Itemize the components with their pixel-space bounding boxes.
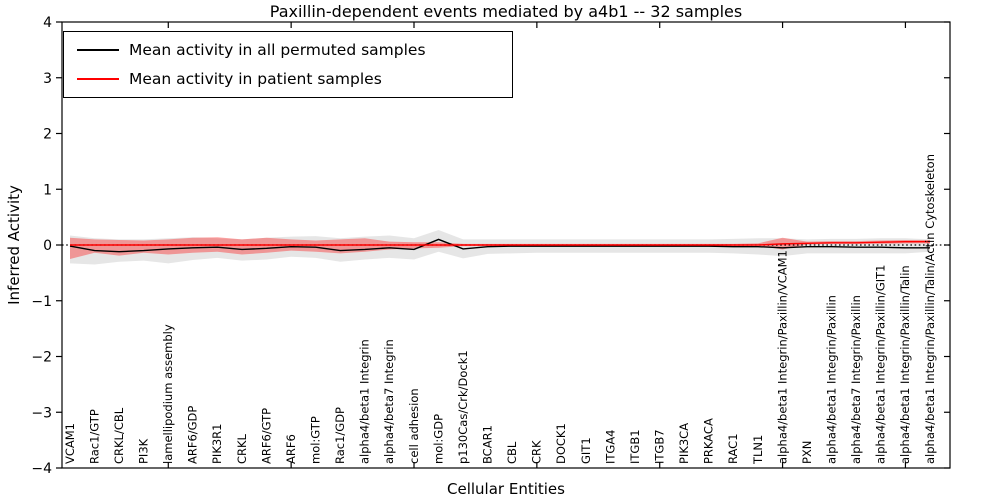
x-tick-label: p130Cas/Crk/Dock1 — [456, 350, 470, 464]
x-tick-label: PXN — [800, 441, 814, 464]
x-tick-label: VCAM1 — [63, 423, 77, 464]
x-tick-label: PI3K — [137, 438, 151, 464]
permuted-confidence-band — [70, 229, 930, 265]
x-tick-label: RAC1 — [726, 433, 740, 464]
y-tick-label: −2 — [31, 350, 52, 366]
x-tick-label: CRKL/CBL — [112, 407, 126, 464]
x-tick-label: ITGB1 — [628, 429, 642, 464]
x-tick-label: alpha4/beta1 Integrin/Paxillin/Talin — [898, 265, 912, 464]
x-tick-label: Rac1/GTP — [87, 409, 101, 464]
x-tick-label: BCAR1 — [481, 425, 495, 464]
y-tick-label: 0 — [43, 238, 52, 254]
x-tick-label: ARF6/GDP — [186, 406, 200, 464]
x-tick-label: ITGA4 — [603, 429, 617, 464]
y-tick-label: 1 — [43, 182, 52, 198]
x-tick-label: cell adhesion — [407, 388, 421, 464]
legend-item-patient: Mean activity in patient samples — [64, 65, 512, 93]
permuted-line-swatch — [77, 48, 119, 51]
x-tick-label: alpha4/beta1 Integrin/Paxillin/GIT1 — [874, 265, 888, 464]
x-tick-label: alpha4/beta7 Integrin — [382, 339, 396, 464]
x-tick-label: alpha4/beta1 Integrin/Paxillin/VCAM1 — [775, 250, 789, 464]
patient-mean-line — [70, 240, 930, 246]
legend-label-patient: Mean activity in patient samples — [129, 70, 382, 89]
x-axis-label: Cellular Entities — [447, 480, 565, 498]
permuted-mean-line — [69, 238, 930, 253]
y-tick-label: 3 — [43, 71, 52, 87]
x-tick-label: CBL — [505, 441, 519, 464]
patient-confidence-band — [70, 237, 930, 259]
x-tick-label: alpha4/beta1 Integrin/Paxillin/Talin/Act… — [923, 154, 937, 464]
x-tick-label: DOCK1 — [554, 423, 568, 464]
x-tick-label: CRKL — [235, 433, 249, 464]
x-tick-label: mol:GDP — [431, 414, 445, 464]
x-tick-label: alpha4/beta1 Integrin — [358, 339, 372, 464]
y-tick-label: 2 — [43, 127, 52, 143]
patient-line-swatch — [77, 78, 119, 81]
x-tick-label: alpha4/beta1 Integrin/Paxillin — [825, 295, 839, 464]
x-tick-label: PIK3CA — [677, 423, 691, 464]
x-tick-label: PIK3R1 — [210, 424, 224, 465]
x-tick-label: ITGB7 — [653, 429, 667, 464]
y-tick-label: −1 — [31, 294, 52, 310]
y-tick-label: −4 — [31, 461, 52, 477]
y-tick-label: −3 — [31, 405, 52, 421]
x-tick-label: CRK — [530, 440, 544, 464]
legend-item-permuted: Mean activity in all permuted samples — [64, 36, 512, 64]
x-tick-label: ARF6/GTP — [259, 408, 273, 464]
legend: Mean activity in all permuted samples Me… — [63, 31, 513, 98]
x-tick-label: mol:GTP — [309, 416, 323, 464]
x-tick-label: TLN1 — [751, 435, 765, 465]
x-tick-label: PRKACA — [702, 418, 716, 464]
x-tick-label: ARF6 — [284, 434, 298, 464]
legend-label-permuted: Mean activity in all permuted samples — [129, 40, 426, 59]
y-tick-label: 4 — [43, 15, 52, 31]
x-tick-label: GIT1 — [579, 437, 593, 464]
x-tick-label: lamellipodium assembly — [161, 324, 175, 464]
x-tick-label: Rac1/GDP — [333, 407, 347, 464]
x-tick-label: alpha4/beta7 Integrin/Paxillin — [849, 295, 863, 464]
y-axis-label: Inferred Activity — [5, 185, 23, 305]
chart-title: Paxillin-dependent events mediated by a4… — [269, 2, 743, 21]
